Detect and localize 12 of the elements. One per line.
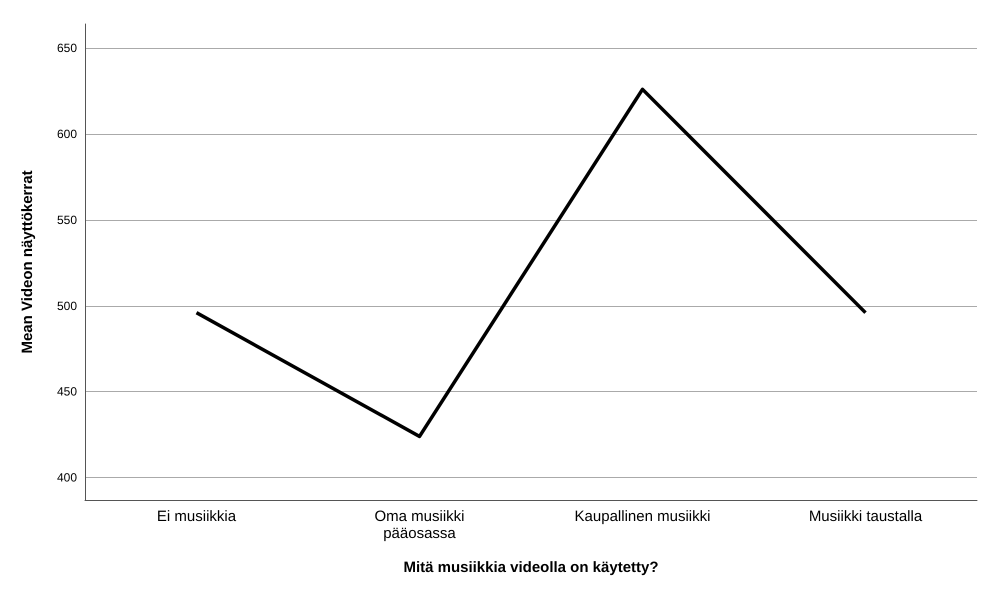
y-tick-label: 550 xyxy=(56,212,78,227)
y-tick-label: 400 xyxy=(56,470,78,485)
y-axis-title: Mean Videon näyttökerrat xyxy=(19,170,36,354)
y-tick-label: 600 xyxy=(56,126,78,141)
x-tick-label: Kaupallinen musiikki xyxy=(574,508,710,525)
x-tick-label: Musiikki taustalla xyxy=(808,508,923,525)
y-tick-label: 500 xyxy=(56,298,78,313)
x-tick-label: Oma musiikki pääosassa xyxy=(374,508,465,542)
x-tick-label: Ei musiikkia xyxy=(156,508,237,525)
x-axis-title: Mitä musiikkia videolla on käytetty? xyxy=(403,559,659,576)
y-tick-label: 450 xyxy=(56,384,78,399)
y-tick-label: 650 xyxy=(56,41,78,56)
